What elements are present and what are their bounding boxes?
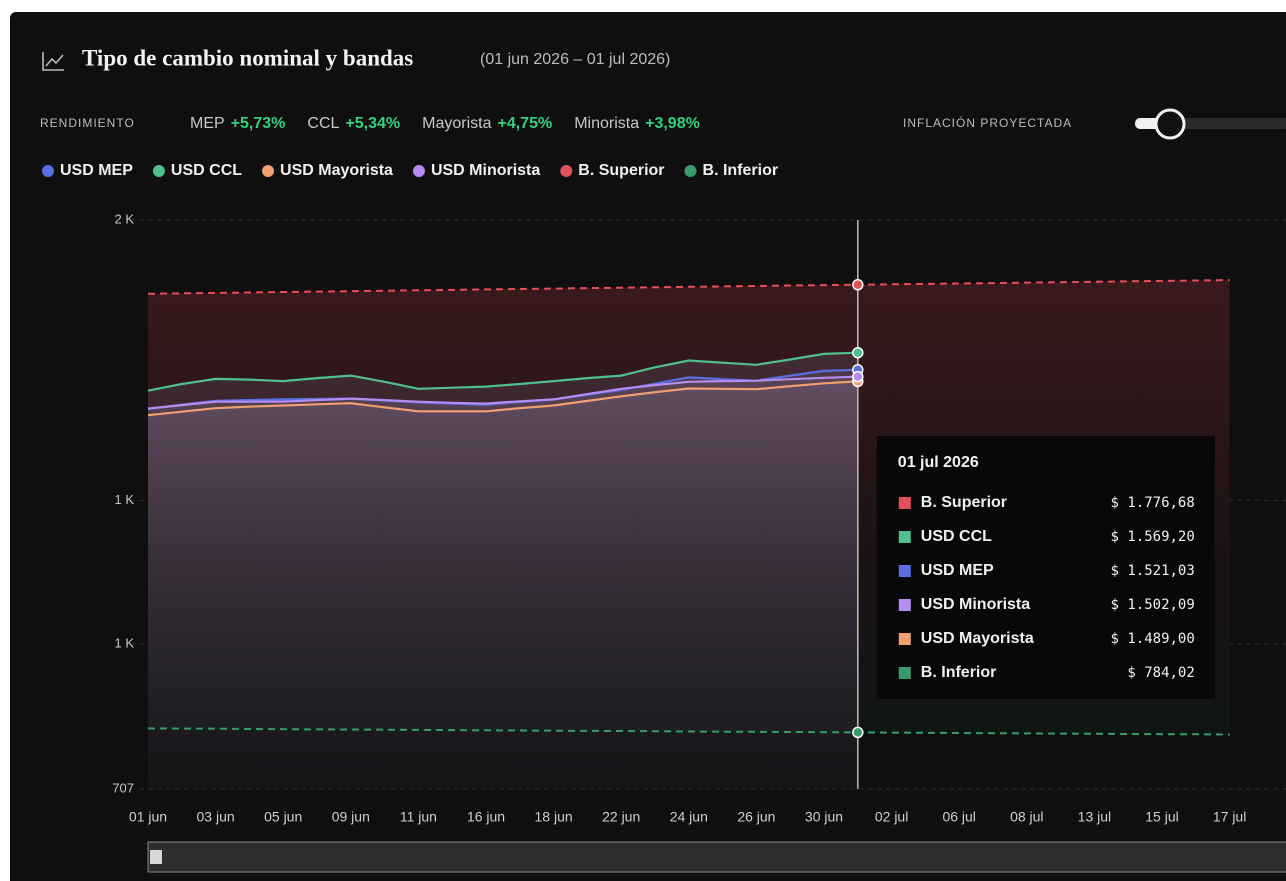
hover-dot <box>852 279 864 291</box>
tooltip-swatch <box>898 531 911 543</box>
x-tick-label: 08 jul <box>1010 809 1043 825</box>
x-tick-label: 05 jun <box>264 809 302 825</box>
performance-name: Mayorista <box>422 115 491 132</box>
tooltip-value: $ 1.489,00 <box>1111 631 1195 647</box>
chart-icon <box>42 52 64 71</box>
series-line <box>147 380 858 417</box>
x-tick-label: 18 jun <box>535 809 573 825</box>
tooltip-name: USD CCL <box>921 528 992 545</box>
performance-name: Minorista <box>574 115 639 132</box>
performance-change: +5,34% <box>345 115 400 132</box>
y-tick-label: 707 <box>112 780 134 795</box>
performance-label: RENDIMIENTO <box>40 116 135 130</box>
series-area <box>148 376 858 789</box>
legend-swatch <box>262 165 275 177</box>
legend-label: B. Inferior <box>703 162 779 179</box>
tooltip-value: $ 1.521,03 <box>1111 563 1195 579</box>
chart-title: Tipo de cambio nominal y bandas <box>82 45 413 70</box>
x-tick-label: 22 jun <box>602 809 640 825</box>
performance-change: +3,98% <box>645 115 700 132</box>
legend-swatch <box>412 165 425 177</box>
series-line <box>147 279 1230 295</box>
tooltip-swatch <box>898 497 911 509</box>
x-tick-label: 02 jul <box>875 809 908 825</box>
tooltip-swatch <box>898 565 911 577</box>
performance-change: +4,75% <box>497 115 552 132</box>
performance-name: MEP <box>190 115 225 132</box>
x-tick-label: 06 jul <box>942 809 975 825</box>
tooltip-name: B. Superior <box>921 494 1007 511</box>
x-tick-label: 01 jun <box>129 809 167 825</box>
legend-swatch <box>684 165 697 177</box>
legend-label: B. Superior <box>578 162 664 179</box>
tooltip-swatch <box>898 667 911 679</box>
legend-label: USD CCL <box>171 162 242 179</box>
tooltip-swatch <box>898 633 911 645</box>
tooltip-box <box>876 436 1215 699</box>
inflation-label: INFLACIÓN PROYECTADA <box>903 115 1072 130</box>
tooltip-name: USD Mayorista <box>921 630 1034 647</box>
tooltip-name: USD MEP <box>921 562 994 579</box>
scroll-handle[interactable] <box>150 850 162 864</box>
x-tick-label: 13 jul <box>1078 809 1111 825</box>
x-tick-label: 16 jun <box>467 809 505 825</box>
performance-change: +5,73% <box>231 115 286 132</box>
scrollbar[interactable] <box>147 841 1286 873</box>
legend-label: USD MEP <box>60 162 133 179</box>
hover-dot <box>852 370 864 383</box>
x-tick-label: 03 jun <box>197 809 235 825</box>
x-tick-label: 11 jun <box>400 809 437 825</box>
x-tick-label: 17 jul <box>1213 809 1246 825</box>
tooltip-swatch <box>898 599 911 611</box>
series-line <box>147 727 1230 736</box>
tooltip-name: B. Inferior <box>921 664 997 681</box>
x-tick-label: 30 jun <box>805 809 843 825</box>
tooltip-title: 01 jul 2026 <box>898 454 979 471</box>
legend-swatch <box>560 165 573 177</box>
slider-track[interactable] <box>1180 118 1286 129</box>
hover-dot <box>852 346 864 359</box>
series-line <box>147 351 858 392</box>
y-tick-label: 2 K <box>114 211 134 226</box>
x-tick-label: 24 jun <box>670 809 708 825</box>
tooltip-value: $ 1.502,09 <box>1111 597 1195 613</box>
y-tick-label: 1 K <box>114 636 134 651</box>
chart-subtitle: (01 jun 2026 – 01 jul 2026) <box>480 51 670 68</box>
x-tick-label: 09 jun <box>332 809 370 825</box>
x-tick-label: 26 jun <box>737 809 775 825</box>
legend-swatch <box>42 165 54 177</box>
tooltip-value: $ 784,02 <box>1127 665 1194 681</box>
hover-dot <box>852 726 864 739</box>
tooltip-value: $ 1.569,20 <box>1111 529 1195 545</box>
legend-label: USD Mayorista <box>280 162 393 179</box>
legend-swatch <box>152 165 165 177</box>
slider-knob[interactable] <box>1154 108 1186 140</box>
legend-label: USD Minorista <box>431 162 540 179</box>
y-tick-label: 1 K <box>114 492 134 507</box>
performance-name: CCL <box>307 115 339 132</box>
tooltip-value: $ 1.776,68 <box>1111 495 1195 511</box>
tooltip-name: USD Minorista <box>921 596 1030 613</box>
x-tick-label: 15 jul <box>1145 809 1178 825</box>
series-line <box>147 375 858 410</box>
